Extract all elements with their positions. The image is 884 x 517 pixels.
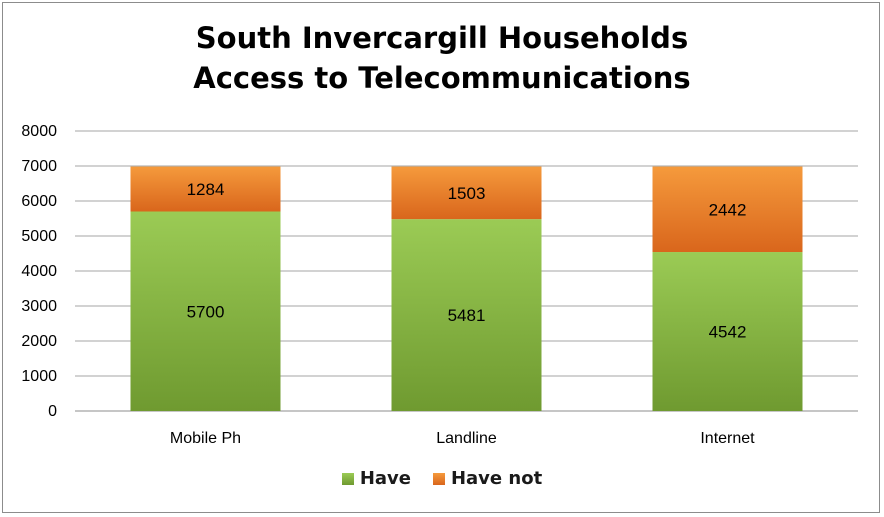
data-label: 1284 — [187, 180, 225, 199]
chart-title-line-1: South Invercargill Households — [195, 21, 689, 55]
y-tick-label: 0 — [48, 403, 57, 420]
y-tick-label: 4000 — [21, 263, 57, 280]
y-tick-label: 7000 — [21, 158, 57, 175]
legend-label-have: Have — [359, 468, 411, 489]
data-label: 2442 — [709, 200, 747, 219]
chart-legend: Have Have not — [0, 468, 884, 489]
x-tick-label: Mobile Ph — [170, 430, 241, 447]
bar-segment-have — [130, 211, 281, 411]
chart-title: South Invercargill Households Access to … — [0, 18, 884, 98]
legend-label-have-not: Have not — [450, 468, 543, 489]
x-tick-label: Internet — [700, 430, 755, 447]
data-label: 4542 — [709, 323, 747, 342]
data-label: 5700 — [187, 302, 225, 321]
bar-segment-have-not — [130, 166, 281, 212]
data-label: 5481 — [448, 306, 486, 325]
legend-item-have: Have — [341, 468, 411, 489]
legend-swatch-have-not — [432, 472, 445, 485]
y-tick-label: 6000 — [21, 193, 57, 210]
bar-segment-have — [652, 252, 803, 411]
bar-segment-have — [391, 219, 542, 411]
legend-item-have-not: Have not — [432, 468, 543, 489]
y-tick-label: 5000 — [21, 228, 57, 245]
bar-segment-have-not — [652, 166, 803, 253]
legend-swatch-have — [341, 472, 354, 485]
data-label: 1503 — [448, 184, 486, 203]
y-tick-label: 2000 — [21, 333, 57, 350]
bar-segment-have-not — [391, 166, 542, 220]
y-tick-label: 1000 — [21, 368, 57, 385]
x-tick-label: Landline — [436, 430, 497, 447]
chart-title-line-2: Access to Telecommunications — [193, 61, 691, 95]
y-tick-label: 8000 — [21, 123, 57, 140]
y-tick-label: 3000 — [21, 298, 57, 315]
